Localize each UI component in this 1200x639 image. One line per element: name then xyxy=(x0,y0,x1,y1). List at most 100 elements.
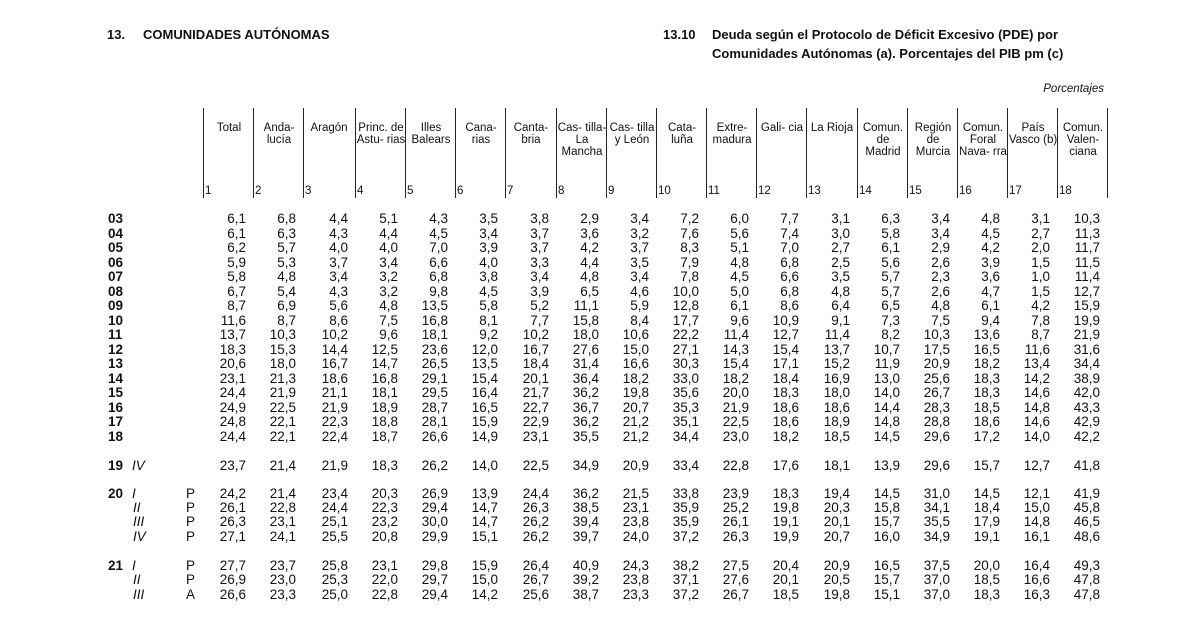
table-cell: 10,0 xyxy=(672,283,699,299)
table-cell: 16,8 xyxy=(421,312,448,328)
table-cell: 39,2 xyxy=(572,572,599,587)
table-cell: 28,3 xyxy=(923,399,950,415)
row-year: 16 xyxy=(108,399,124,415)
table-cell: 15,1 xyxy=(471,529,498,544)
table-cell: 25,1 xyxy=(321,514,348,529)
table-cell: 14,0 xyxy=(873,385,900,400)
table-cell: 22,2 xyxy=(672,327,699,342)
table-cell: 16,1 xyxy=(1023,529,1050,544)
table-cell: 26,9 xyxy=(219,572,246,587)
column-divider xyxy=(1107,108,1108,198)
table-cell: 13,7 xyxy=(823,341,850,357)
table-cell: 37,2 xyxy=(672,529,699,544)
row-flag: P xyxy=(186,558,196,573)
table-cell: 20,5 xyxy=(823,572,850,587)
table-cell: 3,4 xyxy=(931,211,950,226)
table-cell: 15,1 xyxy=(873,587,900,602)
table-cell: 7,7 xyxy=(780,211,799,226)
table-cell: 18,1 xyxy=(371,385,398,400)
table-cell: 47,8 xyxy=(1073,572,1100,587)
table-cell: 49,3 xyxy=(1073,558,1100,573)
table-cell: 19,1 xyxy=(772,514,799,529)
table-cell: 31,6 xyxy=(1073,341,1100,357)
table-cell: 3,1 xyxy=(831,211,850,226)
column-header: Cana- rias xyxy=(465,122,497,146)
table-cell: 17,6 xyxy=(772,458,799,473)
table-cell: 27,5 xyxy=(722,558,749,573)
table-cell: 4,0 xyxy=(479,254,498,270)
table-cell: 20,8 xyxy=(371,529,398,544)
table-cell: 9,4 xyxy=(981,312,1000,328)
table-cell: 6,4 xyxy=(831,298,850,313)
table-cell: 16,5 xyxy=(471,399,498,415)
table-cell: 7,4 xyxy=(780,225,799,241)
table-cell: 26,7 xyxy=(722,587,749,602)
table-cell: 21,5 xyxy=(622,486,649,501)
table-cell: 22,4 xyxy=(321,428,348,444)
table-cell: 14,5 xyxy=(873,428,900,444)
table-cell: 3,2 xyxy=(630,225,649,241)
table-cell: 26,4 xyxy=(522,558,549,573)
table-cell: 3,5 xyxy=(831,269,850,284)
table-cell: 10,3 xyxy=(1073,211,1100,226)
table-cell: 1,5 xyxy=(1031,283,1050,299)
column-divider xyxy=(405,108,406,198)
column-divider xyxy=(253,108,254,198)
table-cell: 35,9 xyxy=(672,514,699,529)
column-divider xyxy=(656,108,657,198)
table-cell: 31,0 xyxy=(923,486,950,501)
table-cell: 4,8 xyxy=(379,298,398,313)
row-year: 04 xyxy=(108,225,124,241)
table-cell: 7,0 xyxy=(429,240,448,255)
table-cell: 14,8 xyxy=(1023,399,1050,415)
table-cell: 22,8 xyxy=(371,587,398,602)
table-cell: 27,1 xyxy=(672,341,699,357)
table-cell: 24,4 xyxy=(219,385,246,400)
table-cell: 26,2 xyxy=(522,529,549,544)
table-cell: 3,6 xyxy=(981,269,1000,284)
table-cell: 18,4 xyxy=(522,356,549,371)
table-cell: 11,4 xyxy=(723,327,749,342)
row-year: 12 xyxy=(108,341,124,357)
table-cell: 35,9 xyxy=(672,500,699,515)
table-cell: 26,7 xyxy=(522,572,549,587)
table-cell: 27,7 xyxy=(219,558,246,573)
table-cell: 3,3 xyxy=(530,254,549,270)
table-cell: 7,3 xyxy=(881,312,900,328)
table-cell: 20,7 xyxy=(823,529,850,544)
table-cell: 20,0 xyxy=(973,558,1000,573)
table-cell: 14,6 xyxy=(1023,385,1050,400)
table-cell: 20,3 xyxy=(823,500,850,515)
table-cell: 18,0 xyxy=(572,327,599,342)
table-cell: 8,1 xyxy=(479,312,498,328)
table-cell: 23,1 xyxy=(219,370,246,386)
table-cell: 25,8 xyxy=(321,558,348,573)
table-cell: 23,3 xyxy=(622,587,649,602)
column-number: 11 xyxy=(708,185,720,197)
table-cell: 18,3 xyxy=(973,370,1000,386)
table-cell: 5,0 xyxy=(730,283,749,299)
table-cell: 14,0 xyxy=(471,458,498,473)
table-cell: 15,9 xyxy=(471,414,498,429)
column-divider xyxy=(303,108,304,198)
table-cell: 16,4 xyxy=(471,385,498,400)
table-cell: 33,0 xyxy=(672,370,699,386)
row-flag: P xyxy=(186,486,196,501)
table-cell: 13,9 xyxy=(873,458,900,473)
table-cell: 29,4 xyxy=(421,587,448,602)
table-cell: 19,8 xyxy=(622,385,649,400)
table-cell: 4,5 xyxy=(479,283,498,299)
table-cell: 23,0 xyxy=(722,428,749,444)
table-cell: 18,9 xyxy=(823,414,850,429)
table-cell: 27,6 xyxy=(572,341,599,357)
table-cell: 26,3 xyxy=(522,500,549,515)
table-cell: 12,7 xyxy=(1073,283,1100,299)
table-cell: 11,9 xyxy=(874,356,900,371)
table-cell: 8,7 xyxy=(277,312,296,328)
table-cell: 8,6 xyxy=(780,298,799,313)
table-cell: 47,8 xyxy=(1073,587,1100,602)
table-cell: 21,9 xyxy=(1073,327,1100,342)
table-cell: 25,6 xyxy=(923,370,950,386)
table-cell: 2,6 xyxy=(931,254,950,270)
column-number: 7 xyxy=(507,185,514,197)
